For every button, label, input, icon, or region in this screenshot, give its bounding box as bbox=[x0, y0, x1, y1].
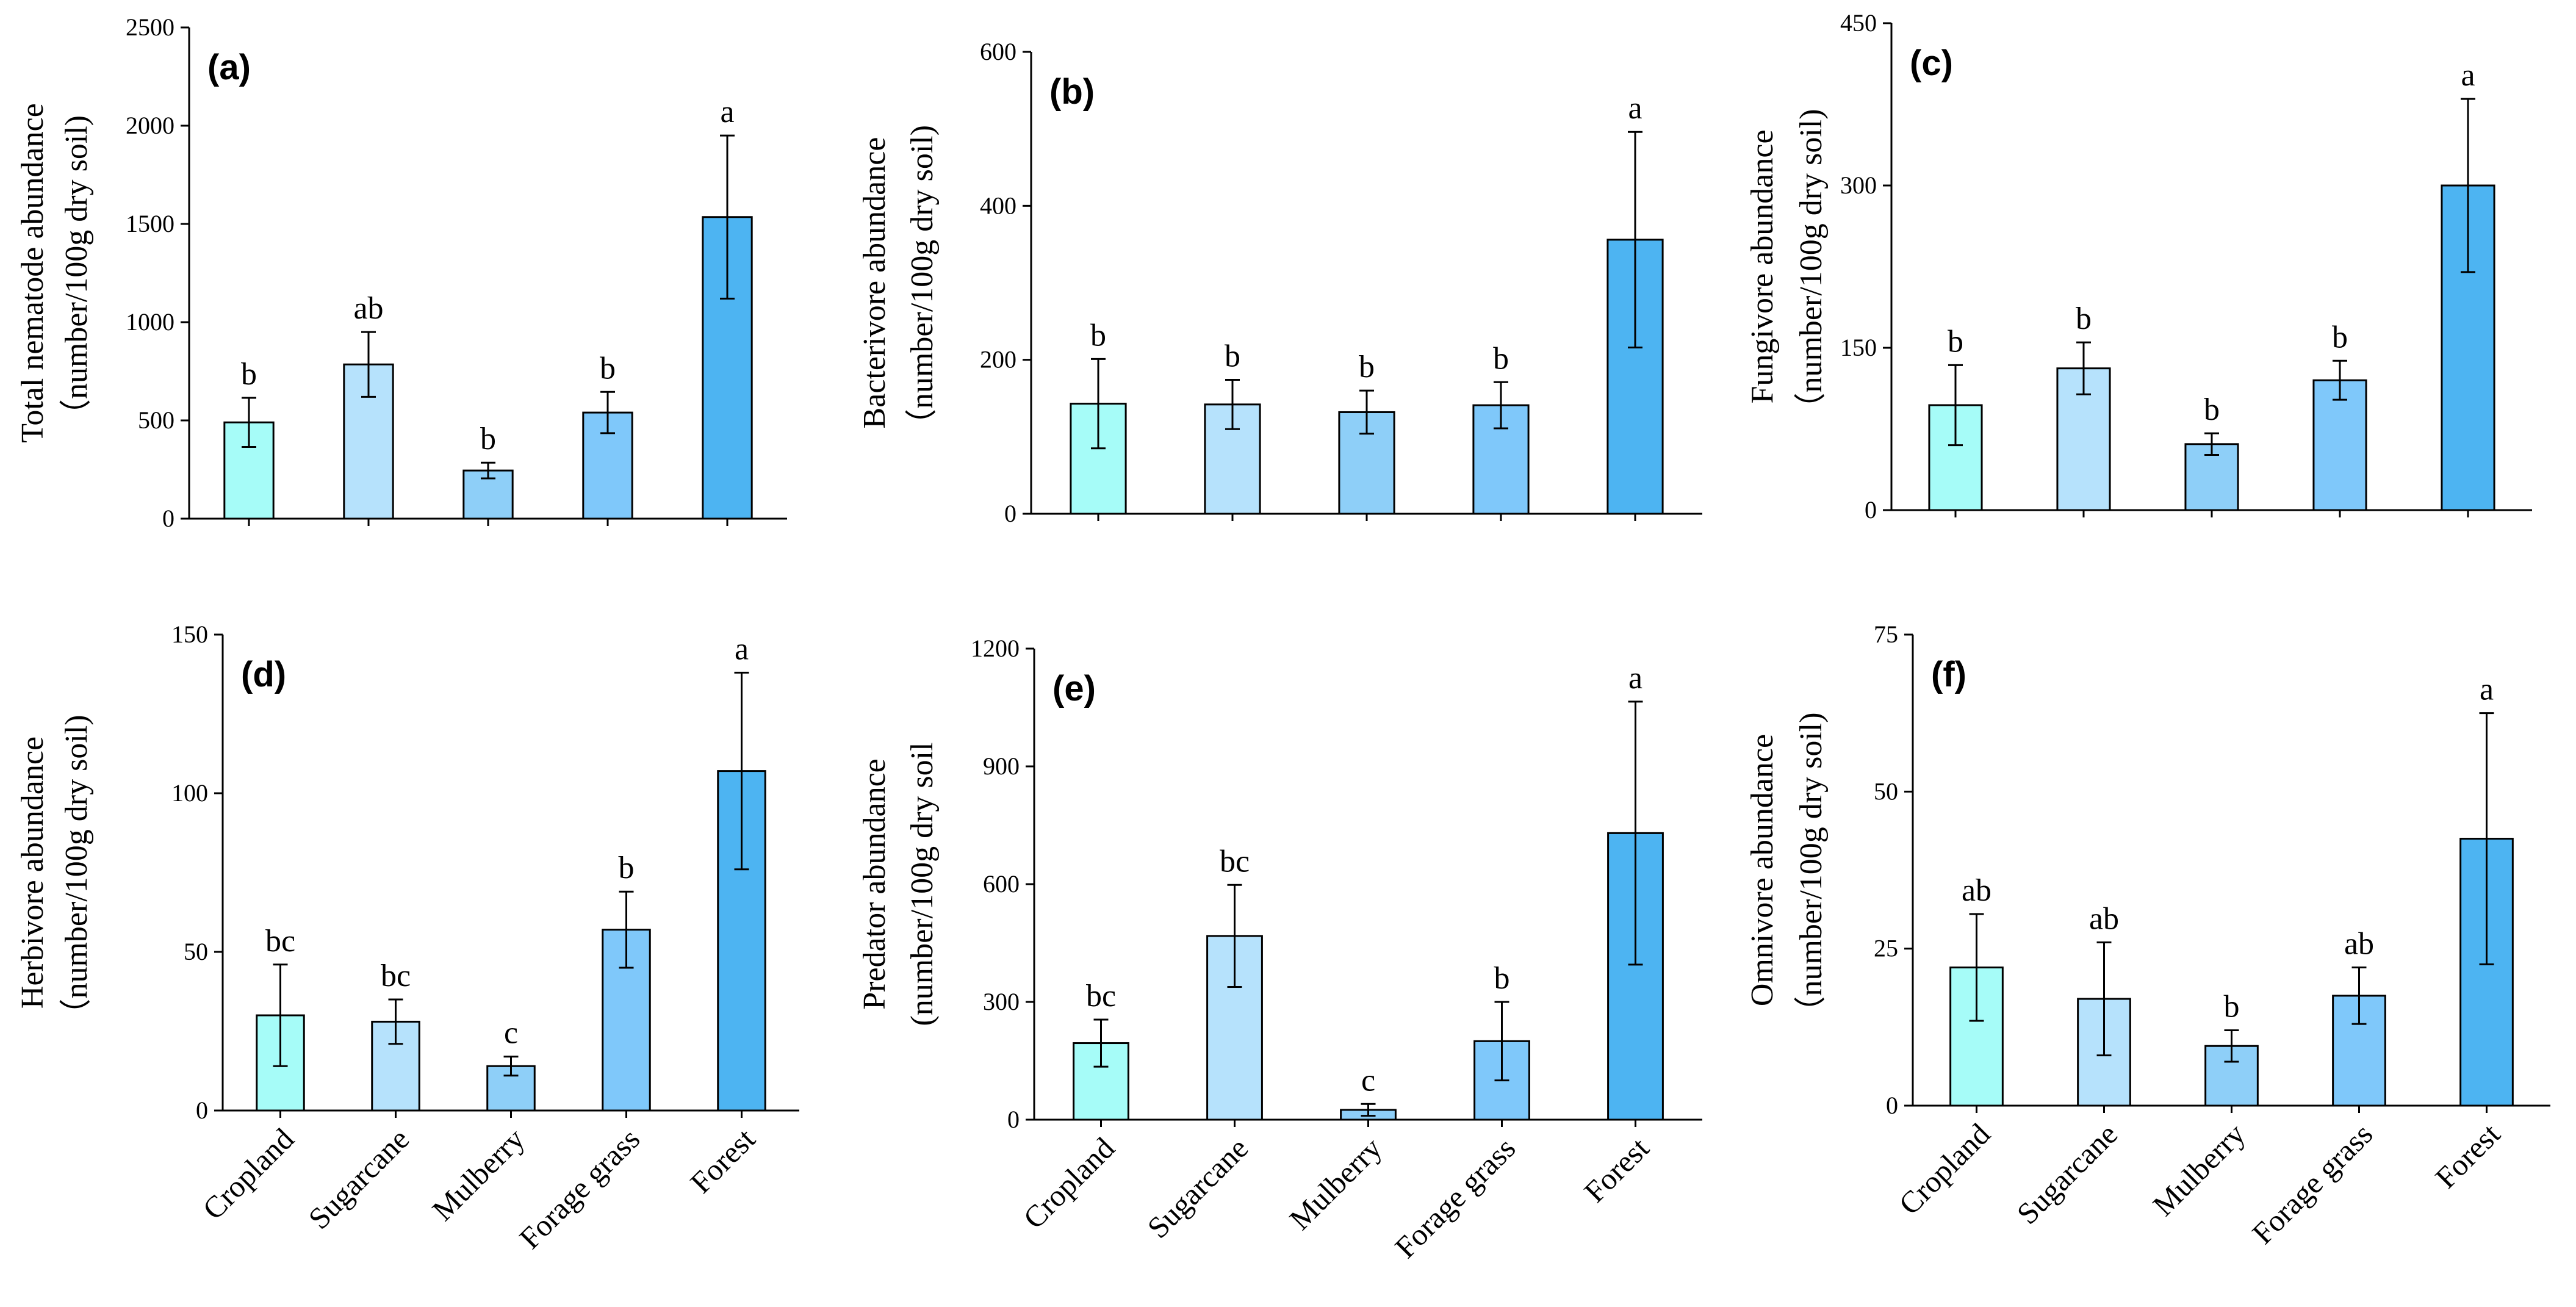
y-axis-label: （number/100g dry soil) bbox=[59, 715, 94, 1030]
category-label: Sugarcane bbox=[1140, 1131, 1254, 1245]
significance-label: bc bbox=[265, 924, 295, 959]
significance-label: b bbox=[2332, 320, 2348, 355]
y-axis-label: Bacterivore abundance bbox=[857, 137, 892, 429]
y-tick-label: 300 bbox=[1840, 171, 1877, 199]
significance-label: a bbox=[1628, 661, 1642, 696]
significance-label: a bbox=[2480, 672, 2494, 707]
chart-panel-c: 0 150 300 450 b b b b a (c) Fungivore abundance （nu… bbox=[1745, 9, 2532, 524]
category-label: Sugarcane bbox=[2010, 1117, 2124, 1231]
y-tick-label: 1200 bbox=[971, 635, 1020, 662]
category-label: Mulberry bbox=[425, 1122, 531, 1227]
significance-label: ab bbox=[1962, 873, 1991, 908]
significance-label: b bbox=[1090, 318, 1106, 353]
panel-label: (a) bbox=[207, 48, 251, 87]
significance-label: b bbox=[241, 357, 257, 392]
y-axis-label: (number/100g dry soil bbox=[905, 742, 940, 1026]
significance-label: a bbox=[2461, 58, 2475, 93]
significance-label: a bbox=[1628, 91, 1642, 126]
panel-label: (f) bbox=[1931, 655, 1966, 694]
y-tick-label: 500 bbox=[138, 406, 174, 434]
y-tick-label: 150 bbox=[171, 621, 208, 648]
significance-label: ab bbox=[353, 291, 383, 326]
y-tick-label: 150 bbox=[1840, 334, 1877, 361]
y-tick-label: 1500 bbox=[126, 210, 174, 237]
significance-label: bc bbox=[1086, 979, 1116, 1014]
y-tick-label: 600 bbox=[983, 870, 1020, 898]
y-tick-label: 0 bbox=[162, 505, 174, 532]
y-tick-label: 900 bbox=[983, 752, 1020, 780]
panel-label: (e) bbox=[1052, 669, 1096, 708]
y-tick-label: 50 bbox=[184, 938, 208, 965]
panel-label: (d) bbox=[241, 655, 286, 694]
y-axis-label: Herbivore abundance bbox=[15, 736, 50, 1009]
chart-panel-e: 0 300 600 900 1200 bc Cropland bc Sugarcane c Mulb… bbox=[857, 635, 1702, 1264]
panel-label: (b) bbox=[1049, 72, 1095, 112]
y-axis-label: （number/100g dry soil) bbox=[1794, 712, 1829, 1028]
y-tick-label: 0 bbox=[1865, 496, 1877, 524]
category-label: Forage grass bbox=[513, 1122, 646, 1255]
y-axis-label: （number/100g dry soil) bbox=[905, 125, 940, 441]
significance-label: b bbox=[1225, 339, 1240, 373]
category-label: Mulberry bbox=[1283, 1131, 1388, 1236]
y-tick-label: 400 bbox=[980, 192, 1016, 219]
y-tick-label: 300 bbox=[983, 988, 1020, 1015]
significance-label: ab bbox=[2344, 927, 2374, 962]
category-label: Forage grass bbox=[1388, 1131, 1522, 1264]
y-tick-label: 100 bbox=[171, 779, 208, 807]
chart-panel-a: 0 500 1000 1500 2000 2500 b ab b b a (a) Total nemat… bbox=[15, 13, 787, 532]
y-tick-label: 25 bbox=[1874, 935, 1898, 962]
y-axis-label: Fungivore abundance bbox=[1745, 129, 1780, 403]
category-label: Forest bbox=[683, 1122, 761, 1200]
significance-label: b bbox=[1493, 341, 1509, 376]
y-tick-label: 0 bbox=[1007, 1106, 1020, 1133]
significance-label: b bbox=[1948, 324, 1963, 359]
significance-label: b bbox=[2224, 989, 2240, 1024]
significance-label: a bbox=[720, 95, 734, 129]
category-label: Cropland bbox=[1892, 1117, 1996, 1221]
significance-label: b bbox=[2204, 392, 2220, 427]
category-label: Mulberry bbox=[2146, 1117, 2251, 1222]
significance-label: a bbox=[735, 632, 749, 666]
y-axis-label: （number/100g dry soil) bbox=[1794, 109, 1829, 424]
significance-label: c bbox=[504, 1016, 518, 1051]
y-tick-label: 0 bbox=[1886, 1092, 1898, 1119]
significance-label: b bbox=[1494, 961, 1510, 996]
significance-label: b bbox=[480, 422, 496, 456]
y-tick-label: 0 bbox=[196, 1096, 208, 1124]
y-tick-label: 450 bbox=[1840, 9, 1877, 37]
panel-label: (c) bbox=[1910, 43, 1953, 83]
chart-panel-d: 0 50 100 150 bc Cropland bc Sugarcane c Mulberry b… bbox=[15, 621, 799, 1255]
y-tick-label: 75 bbox=[1874, 621, 1898, 648]
significance-label: b bbox=[2076, 301, 2092, 336]
y-tick-label: 2000 bbox=[126, 112, 174, 139]
category-label: Forage grass bbox=[2245, 1117, 2379, 1250]
significance-label: ab bbox=[2089, 901, 2119, 936]
bar-forage-grass bbox=[582, 411, 633, 520]
category-label: Forest bbox=[2428, 1117, 2506, 1195]
y-axis-label: Total nematode abundance bbox=[15, 103, 50, 443]
significance-label: b bbox=[619, 851, 635, 885]
significance-label: bc bbox=[1220, 844, 1250, 879]
significance-label: b bbox=[1359, 350, 1375, 384]
category-label: Sugarcane bbox=[301, 1122, 416, 1236]
significance-label: c bbox=[1361, 1063, 1375, 1098]
y-tick-label: 1000 bbox=[126, 308, 174, 336]
y-tick-label: 2500 bbox=[126, 13, 174, 41]
significance-label: bc bbox=[381, 959, 411, 993]
y-axis-label: Predator abundance bbox=[857, 758, 892, 1009]
y-axis-label: Omnivore abundance bbox=[1745, 734, 1780, 1006]
chart-panel-f: 0 25 50 75 ab Cropland ab Sugarcane b Mulberry ab F… bbox=[1745, 621, 2550, 1250]
chart-panel-b: 0 200 400 600 b b b b a (b) Bacterivore abundance （… bbox=[857, 38, 1702, 527]
y-tick-label: 600 bbox=[980, 38, 1016, 65]
category-label: Cropland bbox=[196, 1122, 300, 1226]
y-tick-label: 0 bbox=[1004, 500, 1016, 527]
category-label: Cropland bbox=[1016, 1131, 1121, 1235]
y-axis-label: （number/100g dry soil) bbox=[59, 115, 94, 431]
significance-label: b bbox=[600, 351, 616, 386]
y-tick-label: 50 bbox=[1874, 777, 1898, 805]
category-label: Forest bbox=[1577, 1131, 1655, 1209]
y-tick-label: 200 bbox=[980, 346, 1016, 373]
